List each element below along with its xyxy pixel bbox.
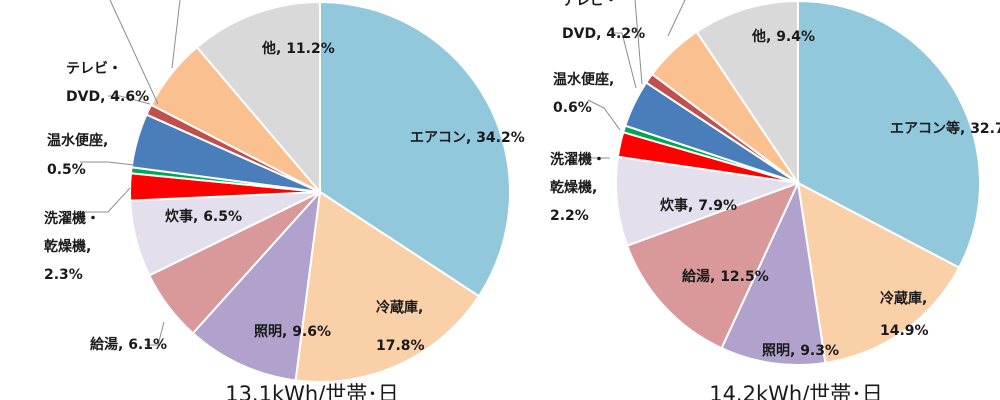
leader-line	[145, 321, 165, 346]
data-label: 冷蔵庫,	[880, 290, 927, 307]
data-label: 0.6%	[553, 100, 592, 116]
leader-line	[171, 0, 181, 69]
data-label: 照明, 9.3%	[762, 343, 839, 359]
data-label: 洗濯機・	[550, 151, 606, 168]
leader-line	[634, 0, 643, 85]
pie-slice	[195, 0, 321, 195]
pie-slice	[294, 190, 481, 383]
pie-slice	[720, 179, 827, 366]
data-label: DVD, 4.6%	[66, 89, 149, 105]
data-label: 14.9%	[880, 323, 929, 339]
data-label: テレビ・	[66, 61, 122, 77]
leader-line	[76, 187, 131, 213]
data-label: テレビ・	[562, 0, 618, 9]
data-label: 冷蔵庫,	[376, 299, 423, 316]
pie-chart-2: エアコン等, 32.7% 冷蔵庫, 14.9% 照明, 9.3% 給湯, 12.5% 炊事…	[550, 0, 1000, 400]
pie-slice	[615, 155, 799, 248]
leader-line	[612, 32, 637, 89]
data-label: 2.3%	[44, 267, 83, 283]
leader-line	[80, 161, 135, 166]
data-label: エアコン等, 32.7%	[890, 120, 1000, 137]
leader-line	[587, 99, 621, 131]
data-label: DVD, 4.2%	[562, 26, 645, 42]
data-label: 炊事, 6.5%	[165, 208, 242, 225]
data-label: 乾燥機,	[550, 179, 597, 196]
pie-slice	[695, 0, 799, 187]
pie-slice	[625, 181, 800, 350]
pie-slice	[191, 188, 322, 382]
data-label: 他, 11.2%	[261, 40, 335, 57]
leader-line	[109, 0, 159, 105]
chart-caption: 13.1kWh/世帯･日	[225, 382, 399, 400]
data-label: 炊事, 7.9%	[660, 197, 737, 214]
data-label: 洗濯機・	[44, 210, 100, 227]
leader-line	[108, 95, 151, 105]
data-label: エアコン, 34.2%	[410, 130, 525, 146]
data-label: 0.5%	[47, 162, 86, 178]
data-label: 照明, 9.6%	[254, 324, 331, 340]
data-label: 乾燥機,	[44, 238, 91, 255]
data-label: 他, 9.4%	[751, 28, 815, 45]
data-label: 給湯, 12.5%	[682, 268, 769, 285]
data-label: 2.2%	[550, 208, 589, 224]
chart-caption: 14.2kWh/世帯･日	[709, 382, 883, 400]
pie-slice	[797, 0, 981, 270]
data-label: 17.8%	[376, 338, 425, 354]
data-label: 給湯, 6.1%	[90, 336, 167, 353]
data-label: 温水便座,	[553, 71, 614, 88]
pie-chart-1: エアコン, 34.2% 冷蔵庫, 17.8% 照明, 9.6% 給湯, 6.1% 炊事, …	[44, 0, 525, 400]
data-label: 温水便座,	[47, 132, 108, 149]
leader-line	[667, 0, 686, 37]
pie-slice	[796, 181, 961, 365]
